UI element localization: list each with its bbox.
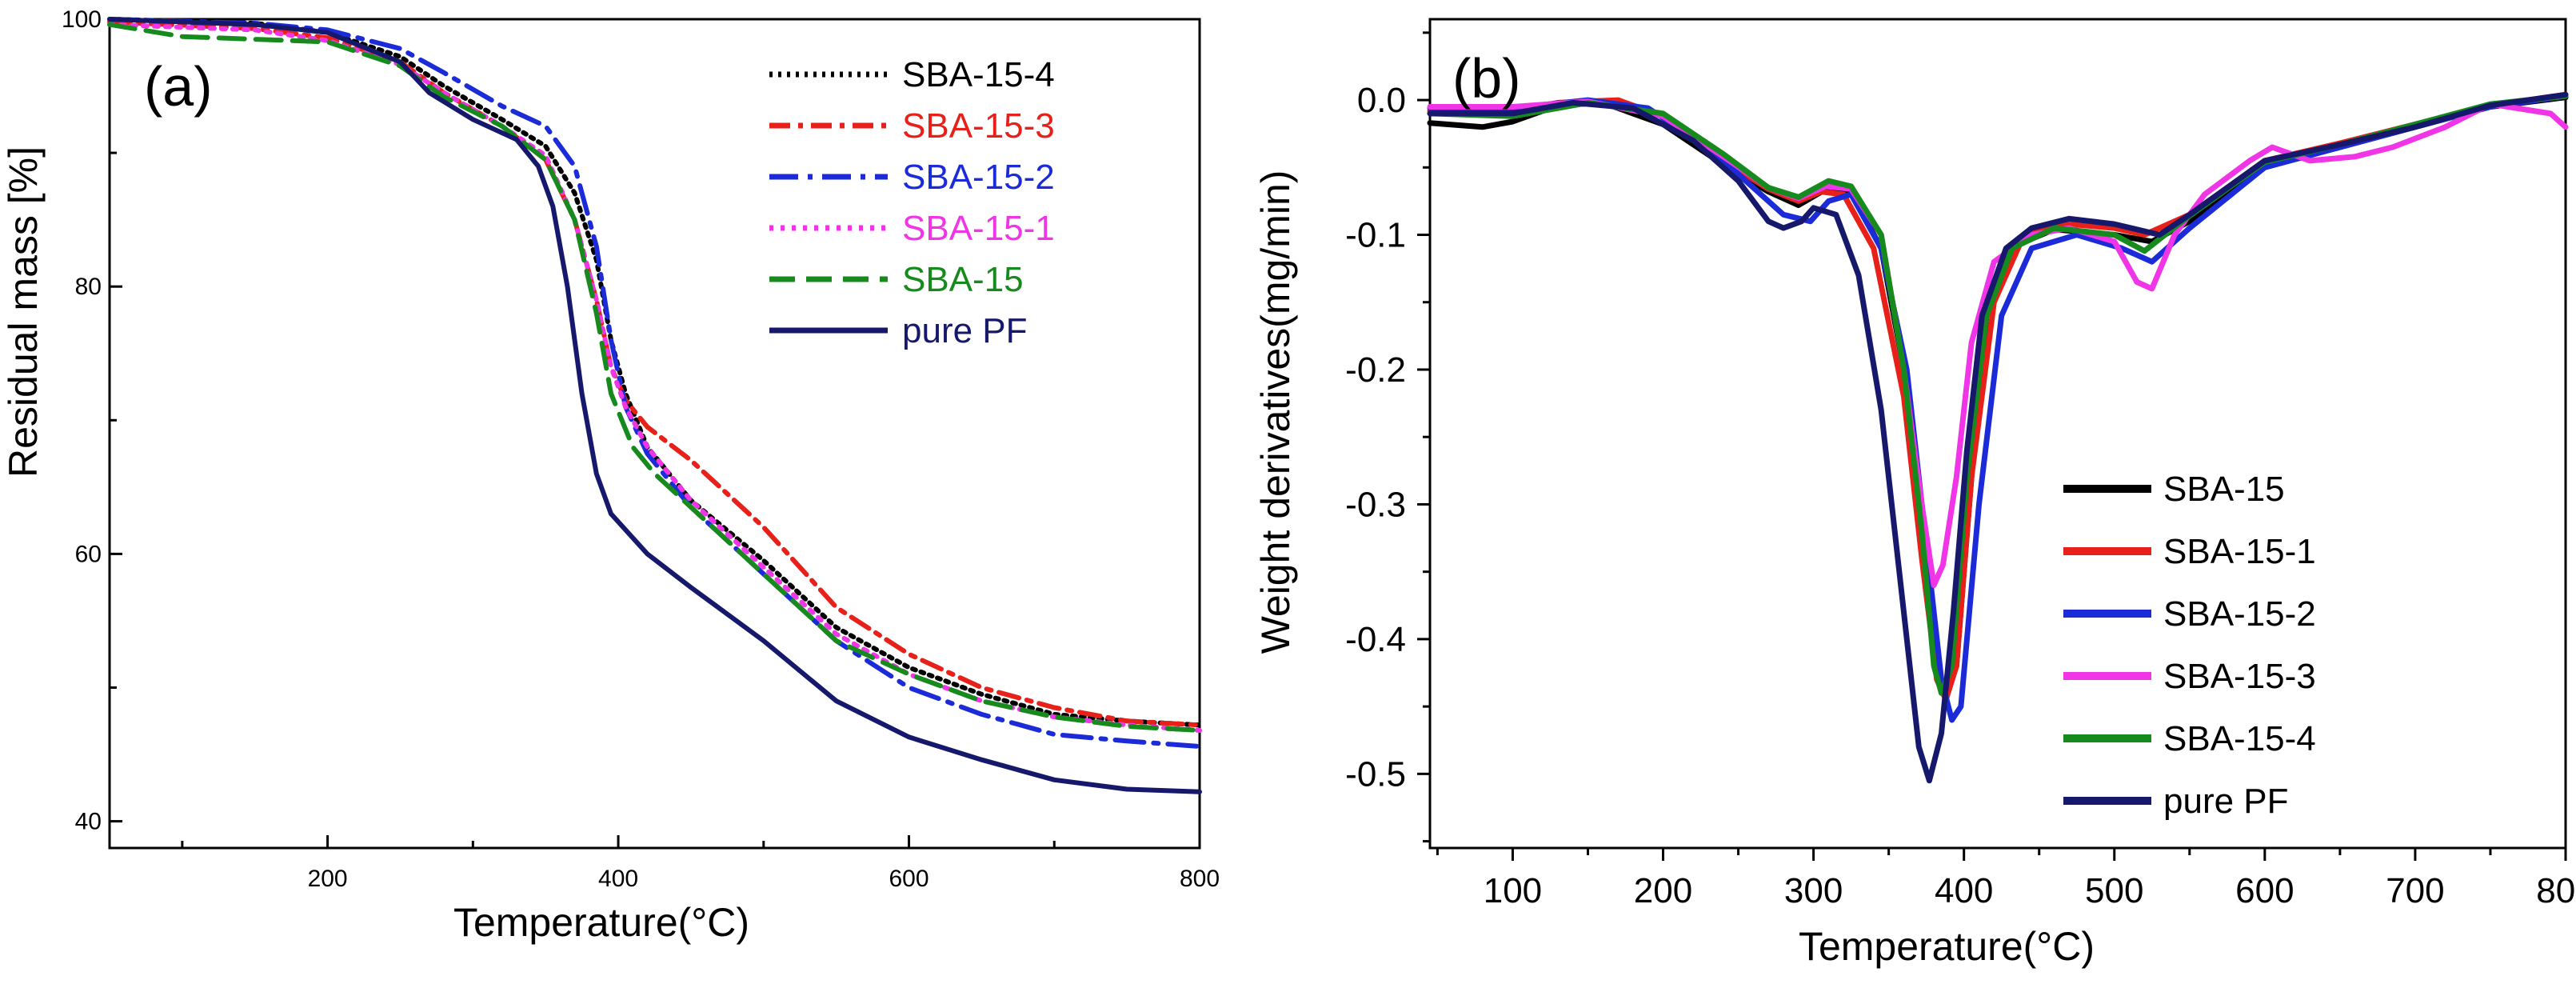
panel-a-label: (a) <box>144 55 213 118</box>
panel-b-x-tick-label: 500 <box>2085 871 2143 910</box>
panel-b-y-tick-label: -0.3 <box>1345 485 1406 524</box>
panel-b-y-tick-label: -0.4 <box>1345 620 1406 659</box>
panel-a-ticks: 200 400 600 800 40 60 80 100 <box>62 6 1220 892</box>
panel-b-label: (b) <box>1452 47 1521 110</box>
panel-a-legend-label: SBA-15 <box>902 260 1024 299</box>
panel-b-legend-label: SBA-15-2 <box>2163 594 2316 634</box>
panel-b-x-tick-label: 700 <box>2386 871 2444 910</box>
panel-b-y-tick-label: -0.1 <box>1345 216 1406 255</box>
panel-b-x-tick-label: 300 <box>1784 871 1843 910</box>
panel-a-x-axis-title: Temperature(°C) <box>453 900 749 945</box>
panel-b-series-pure-pf <box>1427 91 2569 784</box>
panel-b-y-axis-title: Weight derivatives(mg/min) <box>1253 170 1298 654</box>
panel-a-residual-mass-chart: 200 400 600 800 40 60 80 100 (a) Temperature(°C… <box>1 6 1220 945</box>
panel-b-series-sba-15-4 <box>1427 93 2569 696</box>
panel-b-legend-label: pure PF <box>2163 782 2289 821</box>
panel-b-series-sba-15 <box>1427 94 2569 696</box>
panel-b-legend-label: SBA-15-3 <box>2163 657 2316 696</box>
panel-b-y-tick-label: -0.2 <box>1345 350 1406 390</box>
panel-b-legend-label: SBA-15 <box>2163 470 2285 509</box>
panel-a-series-sba-15-2 <box>107 17 1202 749</box>
panel-a-legend-label: SBA-15-4 <box>902 55 1055 94</box>
panel-b-series-sba-15-1 <box>1427 91 2569 703</box>
panel-b-x-tick-label: 800 <box>2536 871 2576 910</box>
panel-b-series <box>1427 91 2569 784</box>
panel-b-x-axis-title: Temperature(°C) <box>1799 924 2095 969</box>
panel-a-y-axis-title: Residual mass [%] <box>1 146 46 478</box>
panel-a-y-tick-label: 100 <box>62 6 102 33</box>
panel-a-series <box>107 17 1202 794</box>
panel-a-x-tick-label: 200 <box>308 866 348 892</box>
panel-a-legend-label: SBA-15-2 <box>902 158 1055 197</box>
panel-a-y-tick-label: 60 <box>75 541 102 567</box>
panel-a-y-tick-label: 80 <box>75 274 102 300</box>
panel-a-plot-frame <box>108 18 1201 850</box>
panel-a-x-tick-label: 400 <box>598 866 638 892</box>
panel-b-y-tick-label: -0.5 <box>1345 754 1406 794</box>
panel-b-legend-label: SBA-15-4 <box>2163 719 2316 758</box>
panel-b-x-tick-label: 400 <box>1935 871 1993 910</box>
panel-b-weight-derivative-chart: 100 200 300 400 500 600 700 800 0.0 -0.1 -0.2 -0.3 -… <box>1253 18 2576 969</box>
panel-b-legend: SBA-15 SBA-15-1 SBA-15-2 SBA-15-3 SBA-15-4 pu… <box>2063 470 2316 821</box>
panel-b-x-tick-label: 200 <box>1634 871 1692 910</box>
panel-a-series-pure-pf <box>107 17 1202 794</box>
panel-a-x-tick-label: 600 <box>889 866 929 892</box>
panel-a-legend-label: SBA-15-3 <box>902 106 1055 146</box>
panel-a-legend-label: pure PF <box>902 311 1028 350</box>
panel-a-legend: SBA-15-4 SBA-15-3 SBA-15-2 SBA-15-1 SBA-15 pu… <box>769 55 1055 350</box>
panel-b-plot-frame <box>1428 18 2567 850</box>
panel-a-x-tick-label: 800 <box>1180 866 1220 892</box>
panel-b-legend-label: SBA-15-1 <box>2163 532 2316 571</box>
panel-b-x-tick-label: 100 <box>1484 871 1542 910</box>
panel-a-legend-label: SBA-15-1 <box>902 209 1055 248</box>
panel-a-y-tick-label: 40 <box>75 809 102 835</box>
panel-b-x-tick-label: 600 <box>2235 871 2294 910</box>
panel-b-ticks: 100 200 300 400 500 600 700 800 0.0 -0.1 -0.2 -0.3 -… <box>1345 31 2576 910</box>
panel-b-series-sba-15-2 <box>1427 93 2569 723</box>
panel-b-y-tick-label: 0.0 <box>1357 81 1406 120</box>
